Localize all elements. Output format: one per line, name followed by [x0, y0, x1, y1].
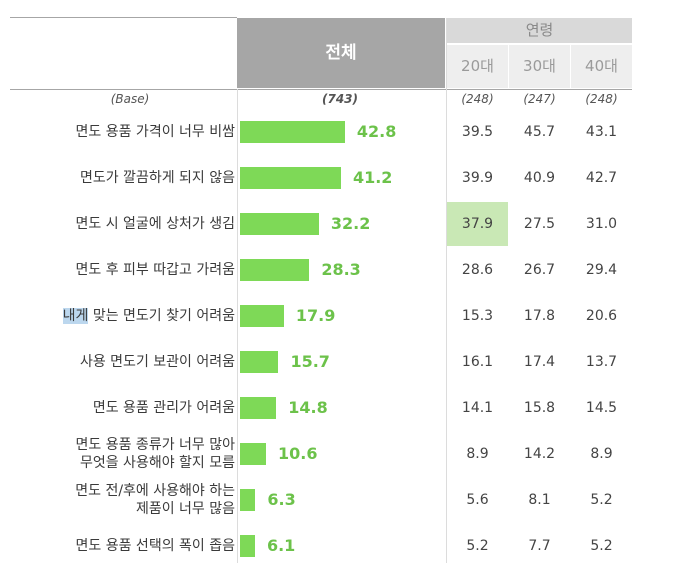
bar [240, 489, 256, 511]
base-age-40s: (248) [585, 92, 618, 106]
bar [240, 121, 345, 143]
bar-value-label: 6.1 [266, 536, 296, 555]
row-label: 내게 맞는 면도기 찾기 어려움 [10, 307, 235, 325]
age-value-cell: 40.9 [523, 170, 556, 186]
age-value-cell: 45.7 [523, 124, 556, 140]
age-value-cell: 28.6 [461, 262, 494, 278]
row-label-line: 면도 전/후에 사용해야 하는 [75, 483, 235, 499]
age-column-header-20s: 20대 [447, 45, 508, 88]
column-separator [446, 18, 447, 563]
bar-value-label: 15.7 [290, 352, 330, 371]
bar [240, 443, 266, 465]
age-value-cell: 43.1 [585, 124, 618, 140]
age-value-cell: 15.3 [461, 308, 494, 324]
age-column-label: 40대 [585, 57, 618, 75]
row-label-line: 면도가 깔끔하게 되지 않음 [79, 170, 235, 186]
age-column-header-40s: 40대 [571, 45, 632, 88]
age-value-cell: 8.9 [590, 446, 613, 462]
age-value-cell: 15.8 [523, 400, 556, 416]
row-label-line: 제품이 너무 많음 [135, 501, 235, 517]
total-header-label: 전체 [325, 43, 357, 63]
row-label: 면도가 깔끔하게 되지 않음 [10, 169, 235, 187]
age-column-header-30s: 30대 [509, 45, 570, 88]
bar [240, 351, 279, 373]
age-value-cell: 42.7 [585, 170, 618, 186]
row-label-line: 면도 용품 종류가 너무 많아 [75, 437, 235, 453]
bar [240, 167, 341, 189]
age-value-cell: 5.2 [590, 538, 613, 554]
bar [240, 397, 277, 419]
bar-value-label: 32.2 [330, 214, 371, 233]
age-value-cell: 7.7 [528, 538, 551, 554]
row-label-line: 면도 용품 선택의 폭이 좁음 [75, 538, 235, 554]
row-label-line: 면도 후 피부 따갑고 가려움 [75, 262, 235, 278]
age-value-cell: 14.2 [523, 446, 556, 462]
age-value-cell: 17.8 [523, 308, 556, 324]
bar [240, 213, 319, 235]
age-value-cell: 29.4 [585, 262, 618, 278]
age-column-label: 30대 [523, 57, 556, 75]
age-value-cell: 8.1 [528, 492, 551, 508]
row-label: 면도 용품 선택의 폭이 좁음 [10, 537, 235, 555]
age-value-cell: 8.9 [466, 446, 489, 462]
age-value-cell: 20.6 [585, 308, 618, 324]
age-value-cell: 14.1 [461, 400, 494, 416]
base-age-30s: (247) [523, 92, 556, 106]
age-value-cell: 26.7 [523, 262, 556, 278]
bar-value-label: 6.3 [267, 490, 296, 509]
bar-value-label: 42.8 [356, 122, 397, 141]
row-label-line: 면도 용품 가격이 너무 비쌈 [75, 124, 235, 140]
bar-value-label: 10.6 [277, 444, 318, 463]
row-label: 면도 용품 관리가 어려움 [10, 399, 235, 417]
selected-text: 내게 [62, 308, 89, 324]
age-group-label: 연령 [525, 21, 554, 39]
age-value-cell: 16.1 [461, 354, 494, 370]
row-label: 면도 후 피부 따갑고 가려움 [10, 261, 235, 279]
row-label-line: 내게 맞는 면도기 찾기 어려움 [62, 308, 235, 324]
age-value-cell: 39.9 [461, 170, 494, 186]
age-value-cell: 37.9 [447, 202, 508, 246]
row-label: 면도 시 얼굴에 상처가 생김 [10, 215, 235, 233]
header-top-rule [10, 17, 237, 18]
age-value-cell: 27.5 [523, 216, 556, 232]
base-total: (743) [321, 92, 359, 106]
age-value-cell: 14.5 [585, 400, 618, 416]
row-label: 면도 용품 가격이 너무 비쌈 [10, 123, 235, 141]
age-value-cell: 5.2 [590, 492, 613, 508]
bar [240, 305, 284, 327]
age-value-cell: 31.0 [585, 216, 618, 232]
row-label-line: 무엇을 사용해야 할지 모름 [79, 455, 235, 471]
base-age-20s: (248) [461, 92, 494, 106]
age-value-cell: 17.4 [523, 354, 556, 370]
row-label-line: 사용 면도기 보관이 어려움 [79, 354, 235, 370]
age-value-cell: 13.7 [585, 354, 618, 370]
bar-value-label: 17.9 [295, 306, 336, 325]
bar-value-label: 14.8 [288, 398, 328, 417]
total-column-header: 전체 [237, 18, 445, 88]
row-label-line: 면도 시 얼굴에 상처가 생김 [75, 216, 235, 232]
age-column-label: 20대 [461, 57, 494, 75]
bar [240, 259, 310, 281]
header-bottom-rule [10, 89, 632, 90]
bar-value-label: 28.3 [321, 260, 361, 279]
age-group-header: 연령 [447, 18, 632, 43]
base-label: (Base) [110, 92, 150, 106]
column-separator [237, 89, 238, 563]
age-value-cell: 5.6 [466, 492, 489, 508]
row-label: 사용 면도기 보관이 어려움 [10, 353, 235, 371]
bar-value-label: 41.2 [352, 168, 393, 187]
age-value-cell: 5.2 [466, 538, 489, 554]
age-value-cell: 39.5 [461, 124, 494, 140]
bar [240, 535, 255, 557]
row-label-line: 면도 용품 관리가 어려움 [92, 400, 235, 416]
